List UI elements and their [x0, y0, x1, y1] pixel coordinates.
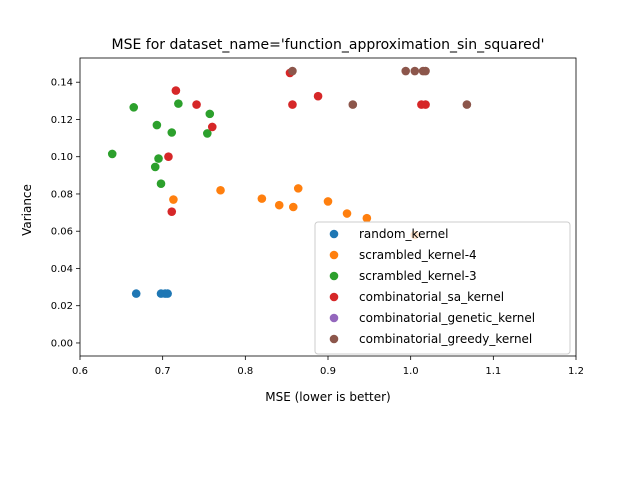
legend-label-combinatorial-greedy-kernel: combinatorial_greedy_kernel [359, 332, 532, 346]
x-tick-label: 0.6 [72, 366, 88, 377]
legend-label-scrambled-kernel-3: scrambled_kernel-3 [359, 269, 477, 283]
legend-marker-scrambled-kernel-4 [329, 250, 339, 260]
point-scrambled-kernel-4 [169, 195, 178, 204]
point-scrambled-kernel-3 [150, 162, 160, 172]
y-tick-label: 0.10 [51, 152, 73, 163]
point-combinatorial-greedy-kernel [421, 66, 430, 76]
point-scrambled-kernel-4 [288, 202, 298, 212]
legend-box [314, 221, 571, 355]
legend-marker-scrambled-kernel-3 [329, 271, 339, 281]
point-scrambled-kernel-3 [203, 129, 212, 138]
point-scrambled-kernel-4 [274, 200, 284, 210]
point-scrambled-kernel-3 [174, 99, 183, 108]
y-axis-label: Variance [20, 184, 34, 236]
x-tick-label: 0.8 [237, 366, 253, 377]
y-tick-label: 0.04 [51, 264, 73, 275]
point-scrambled-kernel-3 [129, 103, 139, 112]
point-combinatorial-sa-kernel [192, 100, 201, 109]
point-combinatorial-sa-kernel [207, 122, 217, 132]
x-axis-label: MSE (lower is better) [265, 390, 390, 404]
y-axis-ticks: 0.00 0.02 0.04 0.06 0.08 0.10 0.12 0.14 [51, 78, 80, 349]
point-scrambled-kernel-4 [342, 209, 352, 218]
point-scrambled-kernel-3 [156, 179, 166, 189]
y-tick-label: 0.12 [51, 115, 73, 126]
point-scrambled-kernel-3 [152, 120, 162, 130]
y-tick-label: 0.14 [51, 78, 73, 89]
point-scrambled-kernel-3 [154, 154, 163, 163]
point-scrambled-kernel-4 [257, 194, 267, 203]
point-random-kernel [163, 289, 172, 298]
point-combinatorial-sa-kernel [167, 207, 177, 216]
point-combinatorial-sa-kernel [164, 152, 173, 162]
legend-marker-combinatorial-greedy-kernel [329, 334, 339, 344]
point-scrambled-kernel-4 [323, 197, 333, 206]
x-tick-label: 0.7 [155, 366, 171, 377]
point-combinatorial-sa-kernel [171, 86, 181, 95]
x-tick-label: 1.0 [403, 366, 419, 377]
point-scrambled-kernel-3 [205, 109, 215, 119]
legend-marker-combinatorial-genetic-kernel [329, 313, 339, 323]
point-scrambled-kernel-4 [362, 213, 372, 223]
legend: random_kernel scrambled_kernel-4 scrambled… [314, 221, 571, 355]
x-tick-label: 1.1 [485, 366, 501, 377]
point-combinatorial-greedy-kernel [410, 66, 420, 76]
point-scrambled-kernel-4 [293, 184, 303, 193]
chart-title: MSE for dataset_name='function_approxima… [112, 37, 545, 53]
point-scrambled-kernel-3 [167, 128, 177, 137]
y-tick-label: 0.00 [51, 338, 73, 349]
point-combinatorial-greedy-kernel [348, 100, 358, 109]
y-tick-label: 0.08 [51, 189, 73, 200]
y-tick-label: 0.02 [51, 301, 73, 312]
legend-label-combinatorial-genetic-kernel: combinatorial_genetic_kernel [359, 311, 535, 325]
legend-marker-combinatorial-sa-kernel [329, 292, 339, 302]
x-axis-ticks: 0.6 0.7 0.8 0.9 1.0 1.1 1.2 [72, 356, 584, 377]
point-random-kernel [131, 289, 141, 298]
point-combinatorial-greedy-kernel [401, 66, 411, 76]
y-tick-label: 0.06 [51, 227, 73, 238]
x-tick-label: 0.9 [320, 366, 336, 377]
legend-label-scrambled-kernel-4: scrambled_kernel-4 [359, 248, 477, 262]
point-combinatorial-sa-kernel [313, 91, 323, 101]
legend-label-random-kernel: random_kernel [359, 227, 449, 241]
point-combinatorial-greedy-kernel [288, 66, 297, 76]
point-combinatorial-greedy-kernel [462, 100, 472, 109]
point-combinatorial-sa-kernel [288, 100, 297, 109]
point-scrambled-kernel-4 [216, 185, 225, 195]
x-tick-label: 1.2 [568, 366, 584, 377]
legend-marker-random-kernel [329, 229, 339, 239]
legend-label-combinatorial-sa-kernel: combinatorial_sa_kernel [359, 290, 504, 304]
data-points [107, 66, 472, 298]
point-combinatorial-sa-kernel [421, 100, 430, 109]
point-scrambled-kernel-3 [107, 149, 117, 159]
